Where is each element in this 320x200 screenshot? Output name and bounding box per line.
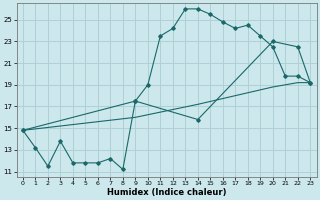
X-axis label: Humidex (Indice chaleur): Humidex (Indice chaleur) xyxy=(107,188,226,197)
